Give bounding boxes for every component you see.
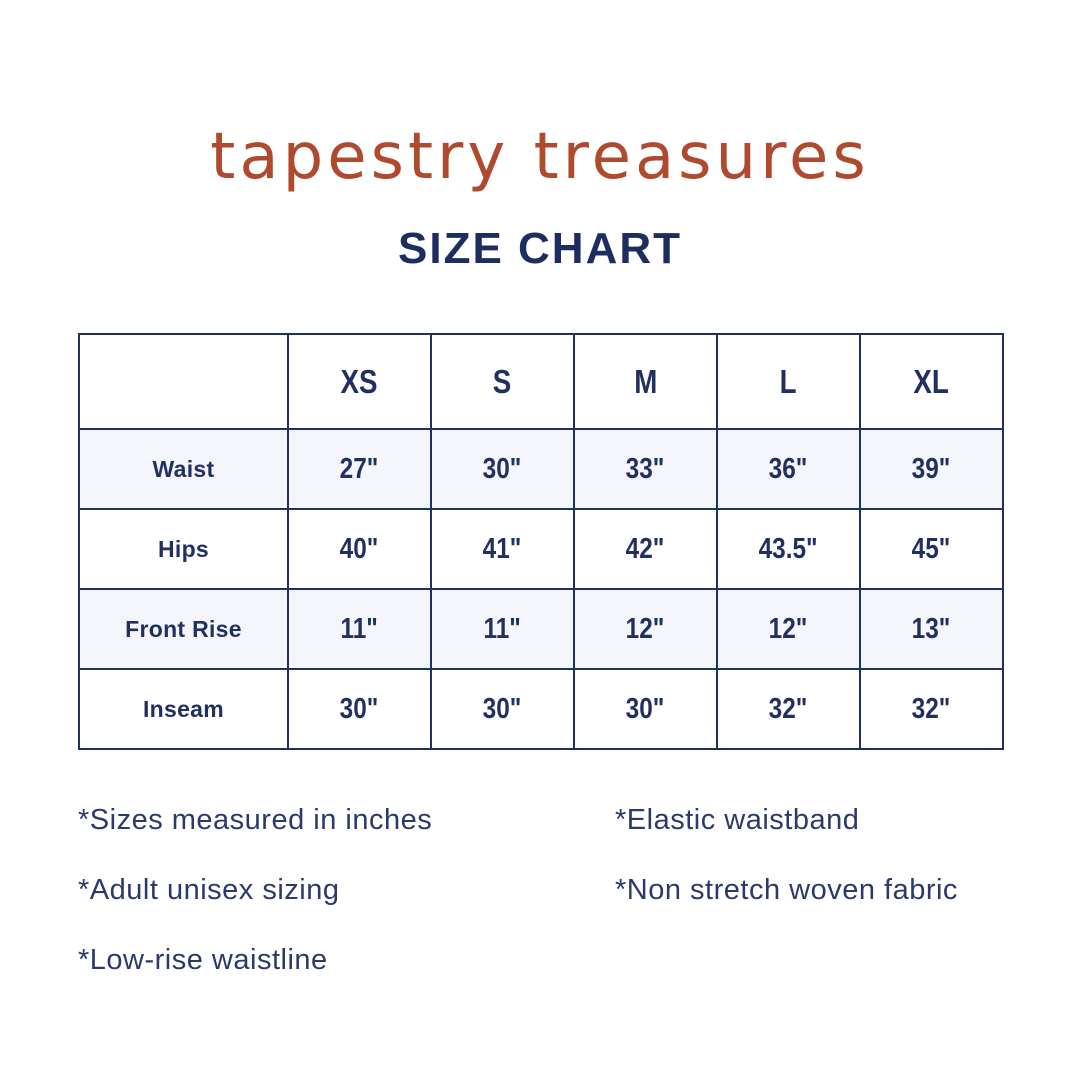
table-row-inseam: Inseam 30" 30" 30" 32" 32" — [78, 668, 1004, 750]
size-value: 32" — [912, 692, 951, 725]
row-label-waist: Waist — [78, 428, 289, 510]
size-value: 32" — [769, 692, 808, 725]
column-header-xs: XS — [287, 333, 432, 430]
size-value: 43.5" — [759, 532, 818, 565]
size-value: 13" — [912, 612, 951, 645]
size-value-cell: 11" — [287, 588, 432, 670]
notes-column-right: *Elastic waistband *Non stretch woven fa… — [615, 804, 958, 944]
size-value-cell: 30" — [573, 668, 718, 750]
size-chart-table: XS S M L XL Waist 27" 30" 33" 36" 39" Hi… — [78, 333, 1004, 750]
column-header-label: S — [493, 362, 512, 400]
size-value: 12" — [769, 612, 808, 645]
size-value: 30" — [483, 692, 522, 725]
size-value: 42" — [626, 532, 665, 565]
brand-title: tapestry treasures — [210, 120, 870, 194]
table-header-row: XS S M L XL — [78, 333, 1004, 430]
column-header-s: S — [430, 333, 575, 430]
size-value-cell: 43.5" — [716, 508, 861, 590]
size-value: 11" — [483, 612, 522, 645]
size-value-cell: 13" — [859, 588, 1004, 670]
column-header-label: XL — [913, 362, 950, 400]
size-value-cell: 40" — [287, 508, 432, 590]
size-value-cell: 30" — [287, 668, 432, 750]
column-header-l: L — [716, 333, 861, 430]
notes-column-left: *Sizes measured in inches *Adult unisex … — [78, 804, 432, 1014]
size-value: 36" — [769, 452, 808, 485]
size-value-cell: 32" — [716, 668, 861, 750]
size-value-cell: 45" — [859, 508, 1004, 590]
column-header-label: M — [633, 362, 658, 400]
row-label-inseam: Inseam — [78, 668, 289, 750]
note-adult-unisex: *Adult unisex sizing — [78, 874, 340, 906]
table-row-front-rise: Front Rise 11" 11" 12" 12" 13" — [78, 588, 1004, 670]
row-label-hips: Hips — [78, 508, 289, 590]
size-value: 27" — [340, 452, 379, 485]
size-value-cell: 30" — [430, 428, 575, 510]
size-value: 30" — [340, 692, 379, 725]
size-value-cell: 27" — [287, 428, 432, 510]
column-header-xl: XL — [859, 333, 1004, 430]
column-header-label: XS — [341, 362, 378, 400]
row-label-front-rise: Front Rise — [78, 588, 289, 670]
size-value-cell: 32" — [859, 668, 1004, 750]
column-header-label: L — [780, 362, 797, 400]
size-value: 39" — [912, 452, 951, 485]
size-value: 11" — [340, 612, 379, 645]
note-sizes-in-inches: *Sizes measured in inches — [78, 804, 433, 836]
size-value-cell: 36" — [716, 428, 861, 510]
size-value: 41" — [483, 532, 522, 565]
size-value-cell: 30" — [430, 668, 575, 750]
note-elastic-waistband: *Elastic waistband — [615, 804, 860, 836]
size-value: 30" — [483, 452, 522, 485]
table-row-waist: Waist 27" 30" 33" 36" 39" — [78, 428, 1004, 510]
page-title: SIZE CHART — [398, 224, 682, 273]
size-value: 12" — [626, 612, 665, 645]
size-value: 45" — [912, 532, 951, 565]
size-value-cell: 33" — [573, 428, 718, 510]
size-value-cell: 41" — [430, 508, 575, 590]
size-value-cell: 12" — [716, 588, 861, 670]
size-value-cell: 42" — [573, 508, 718, 590]
size-value-cell: 11" — [430, 588, 575, 670]
column-header-m: M — [573, 333, 718, 430]
table-row-hips: Hips 40" 41" 42" 43.5" 45" — [78, 508, 1004, 590]
size-value: 40" — [340, 532, 379, 565]
size-value-cell: 12" — [573, 588, 718, 670]
size-value-cell: 39" — [859, 428, 1004, 510]
note-non-stretch: *Non stretch woven fabric — [615, 874, 958, 906]
note-low-rise: *Low-rise waistline — [78, 944, 328, 976]
corner-cell — [78, 333, 289, 430]
size-value: 33" — [626, 452, 665, 485]
size-value: 30" — [626, 692, 665, 725]
